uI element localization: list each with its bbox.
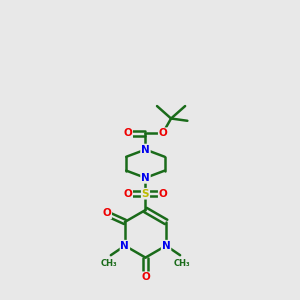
Text: N: N [162, 241, 170, 251]
Text: O: O [102, 208, 111, 218]
Text: O: O [123, 189, 132, 199]
Text: O: O [159, 128, 167, 138]
Text: CH₃: CH₃ [174, 259, 190, 268]
Text: N: N [141, 145, 150, 154]
Text: O: O [141, 272, 150, 282]
Text: CH₃: CH₃ [101, 259, 117, 268]
Text: S: S [142, 189, 149, 199]
Text: O: O [123, 128, 132, 138]
Text: N: N [141, 173, 150, 183]
Text: N: N [121, 241, 129, 251]
Text: O: O [159, 189, 167, 199]
